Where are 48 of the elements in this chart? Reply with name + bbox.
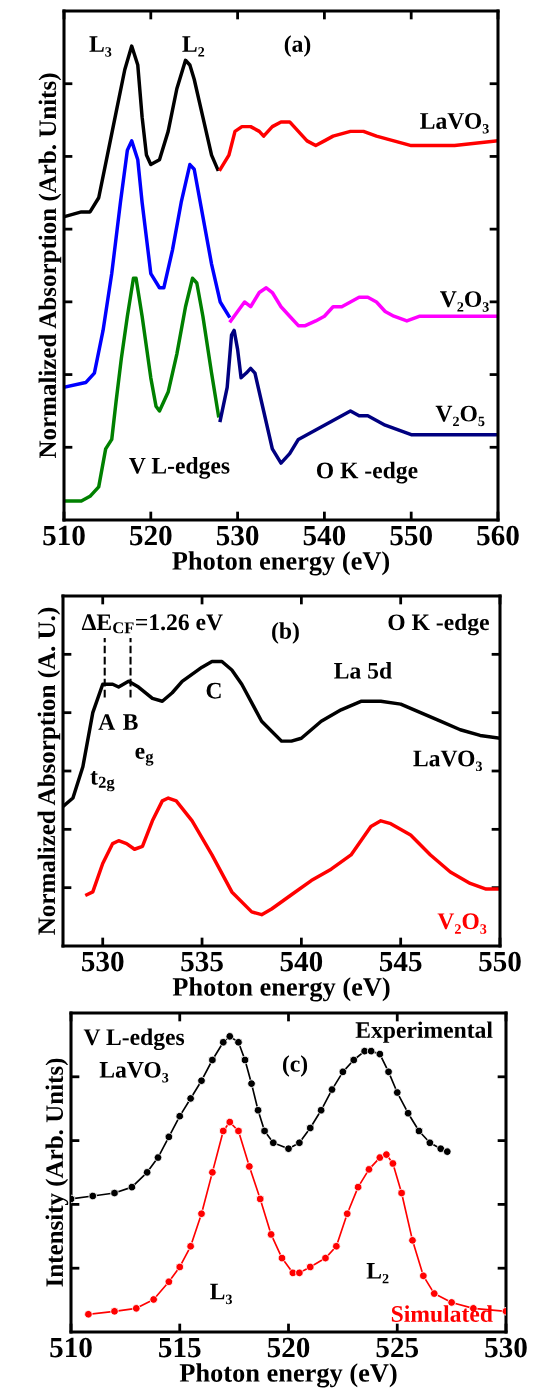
y-axis-title: Normalized Absorption (A. U.) bbox=[37, 607, 61, 935]
x-tick-label: 540 bbox=[303, 525, 346, 546]
x-axis-title: Photon energy (eV) bbox=[179, 1363, 397, 1388]
x-tick-label: 525 bbox=[376, 1337, 419, 1358]
annotation: V L-edges bbox=[129, 457, 230, 479]
x-tick-label: 550 bbox=[479, 951, 521, 972]
annotation: O K -edge bbox=[316, 461, 418, 484]
annotation: C bbox=[206, 682, 221, 699]
legend-label: LaVO₃ bbox=[413, 750, 483, 772]
y-axis-title: Intensity (Arb. Units) bbox=[45, 1058, 69, 1287]
series-label: LaVO₃ bbox=[420, 113, 489, 134]
annotation: L₃ bbox=[89, 36, 112, 57]
annotation: (a) bbox=[284, 35, 311, 57]
text: ΔE$_{CF}$=1.26 eV bbox=[81, 614, 223, 634]
annotation: LaVO₃ bbox=[99, 1061, 169, 1083]
annotation: La 5d bbox=[334, 662, 392, 679]
annotation: L₂ bbox=[182, 36, 205, 57]
annotation: L₂ bbox=[366, 1263, 389, 1284]
x-tick-label: 545 bbox=[379, 951, 422, 972]
annotation: B bbox=[123, 714, 138, 730]
series-label: Simulated bbox=[391, 1305, 493, 1323]
annotation: t$_{2g}$ bbox=[90, 771, 115, 792]
x-tick-label: 530 bbox=[82, 951, 124, 972]
x-tick-label: 535 bbox=[181, 951, 223, 972]
x-tick-label: 520 bbox=[130, 525, 172, 546]
x-tick-label: 510 bbox=[50, 1337, 92, 1358]
x-tick-label: 540 bbox=[280, 951, 323, 972]
x-tick-label: 530 bbox=[216, 525, 259, 546]
y-axis-title: Normalized Absorption (Arb. Units) bbox=[38, 73, 62, 459]
series-label: V₂O₃ bbox=[440, 291, 489, 312]
x-tick-label: 510 bbox=[43, 525, 85, 546]
x-tick-label: 550 bbox=[390, 525, 432, 546]
series-label: V₂O₅ bbox=[435, 405, 485, 427]
legend-label: Experimental bbox=[355, 1021, 493, 1043]
series-label: V₂O₃ bbox=[437, 913, 487, 934]
x-tick-label: 530 bbox=[485, 1337, 527, 1358]
x-tick-label: 520 bbox=[267, 1337, 310, 1358]
annotation: A bbox=[98, 714, 116, 730]
x-axis-title: Photon energy (eV) bbox=[172, 551, 390, 576]
x-axis-title: Photon energy (eV) bbox=[172, 977, 390, 1002]
x-tick-label: 560 bbox=[477, 525, 519, 546]
annotation: e$_{g}$ bbox=[135, 747, 154, 766]
annotation: V L-edges bbox=[83, 1028, 185, 1051]
text: (b) bbox=[272, 622, 299, 644]
text: O K -edge bbox=[388, 613, 489, 636]
annotation: L₃ bbox=[210, 1283, 232, 1305]
annotation: (c) bbox=[282, 1055, 308, 1077]
x-tick-label: 515 bbox=[159, 1337, 201, 1358]
